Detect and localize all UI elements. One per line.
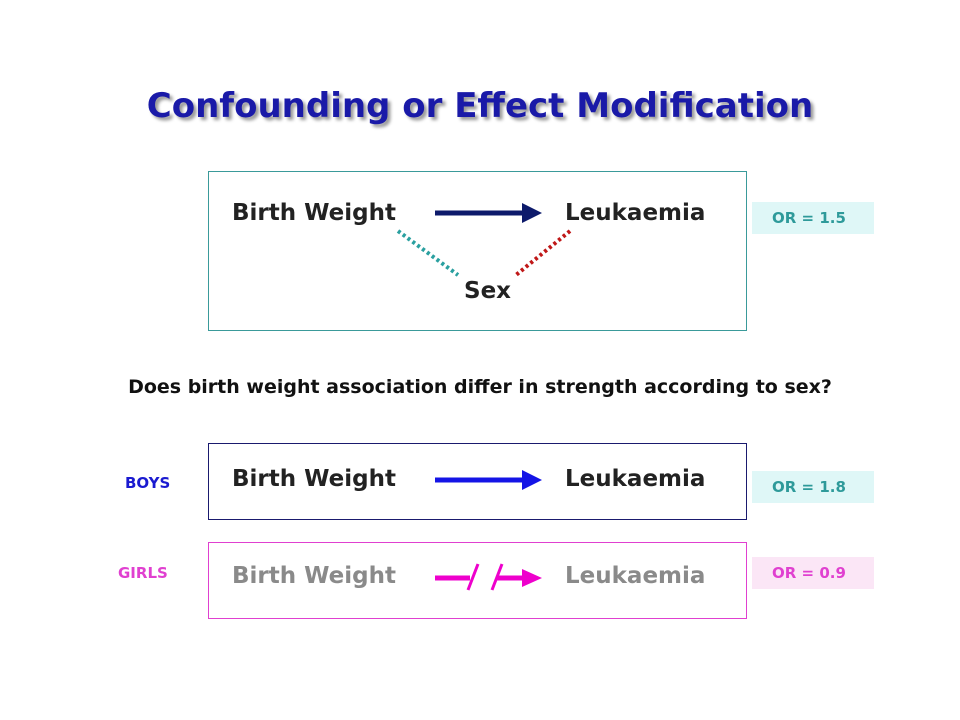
page-title: Confounding or Effect Modification (146, 86, 814, 126)
boys-exposure-label: Birth Weight (232, 466, 396, 492)
right-arrow-icon (435, 203, 542, 223)
confounder-label: Sex (464, 278, 511, 304)
boys-or-badge: OR = 1.8 (752, 471, 874, 503)
broken-arrow-icon (435, 563, 542, 591)
girls-diagram-box (208, 542, 747, 619)
girls-exposure-label: Birth Weight (232, 563, 396, 589)
girls-group-label: GIRLS (118, 564, 168, 582)
confounder-link-left (396, 229, 460, 277)
overall-diagram-box (208, 171, 747, 331)
boys-outcome-label: Leukaemia (565, 466, 706, 492)
girls-or-badge: OR = 0.9 (752, 557, 874, 589)
right-arrow-icon (435, 470, 542, 490)
overall-or-badge: OR = 1.5 (752, 202, 874, 234)
boys-group-label: BOYS (125, 474, 171, 492)
overall-outcome-label: Leukaemia (565, 200, 706, 226)
question-text: Does birth weight association differ in … (128, 376, 832, 398)
confounder-link-right (514, 229, 572, 277)
girls-outcome-label: Leukaemia (565, 563, 706, 589)
overall-exposure-label: Birth Weight (232, 200, 396, 226)
boys-diagram-box (208, 443, 747, 520)
